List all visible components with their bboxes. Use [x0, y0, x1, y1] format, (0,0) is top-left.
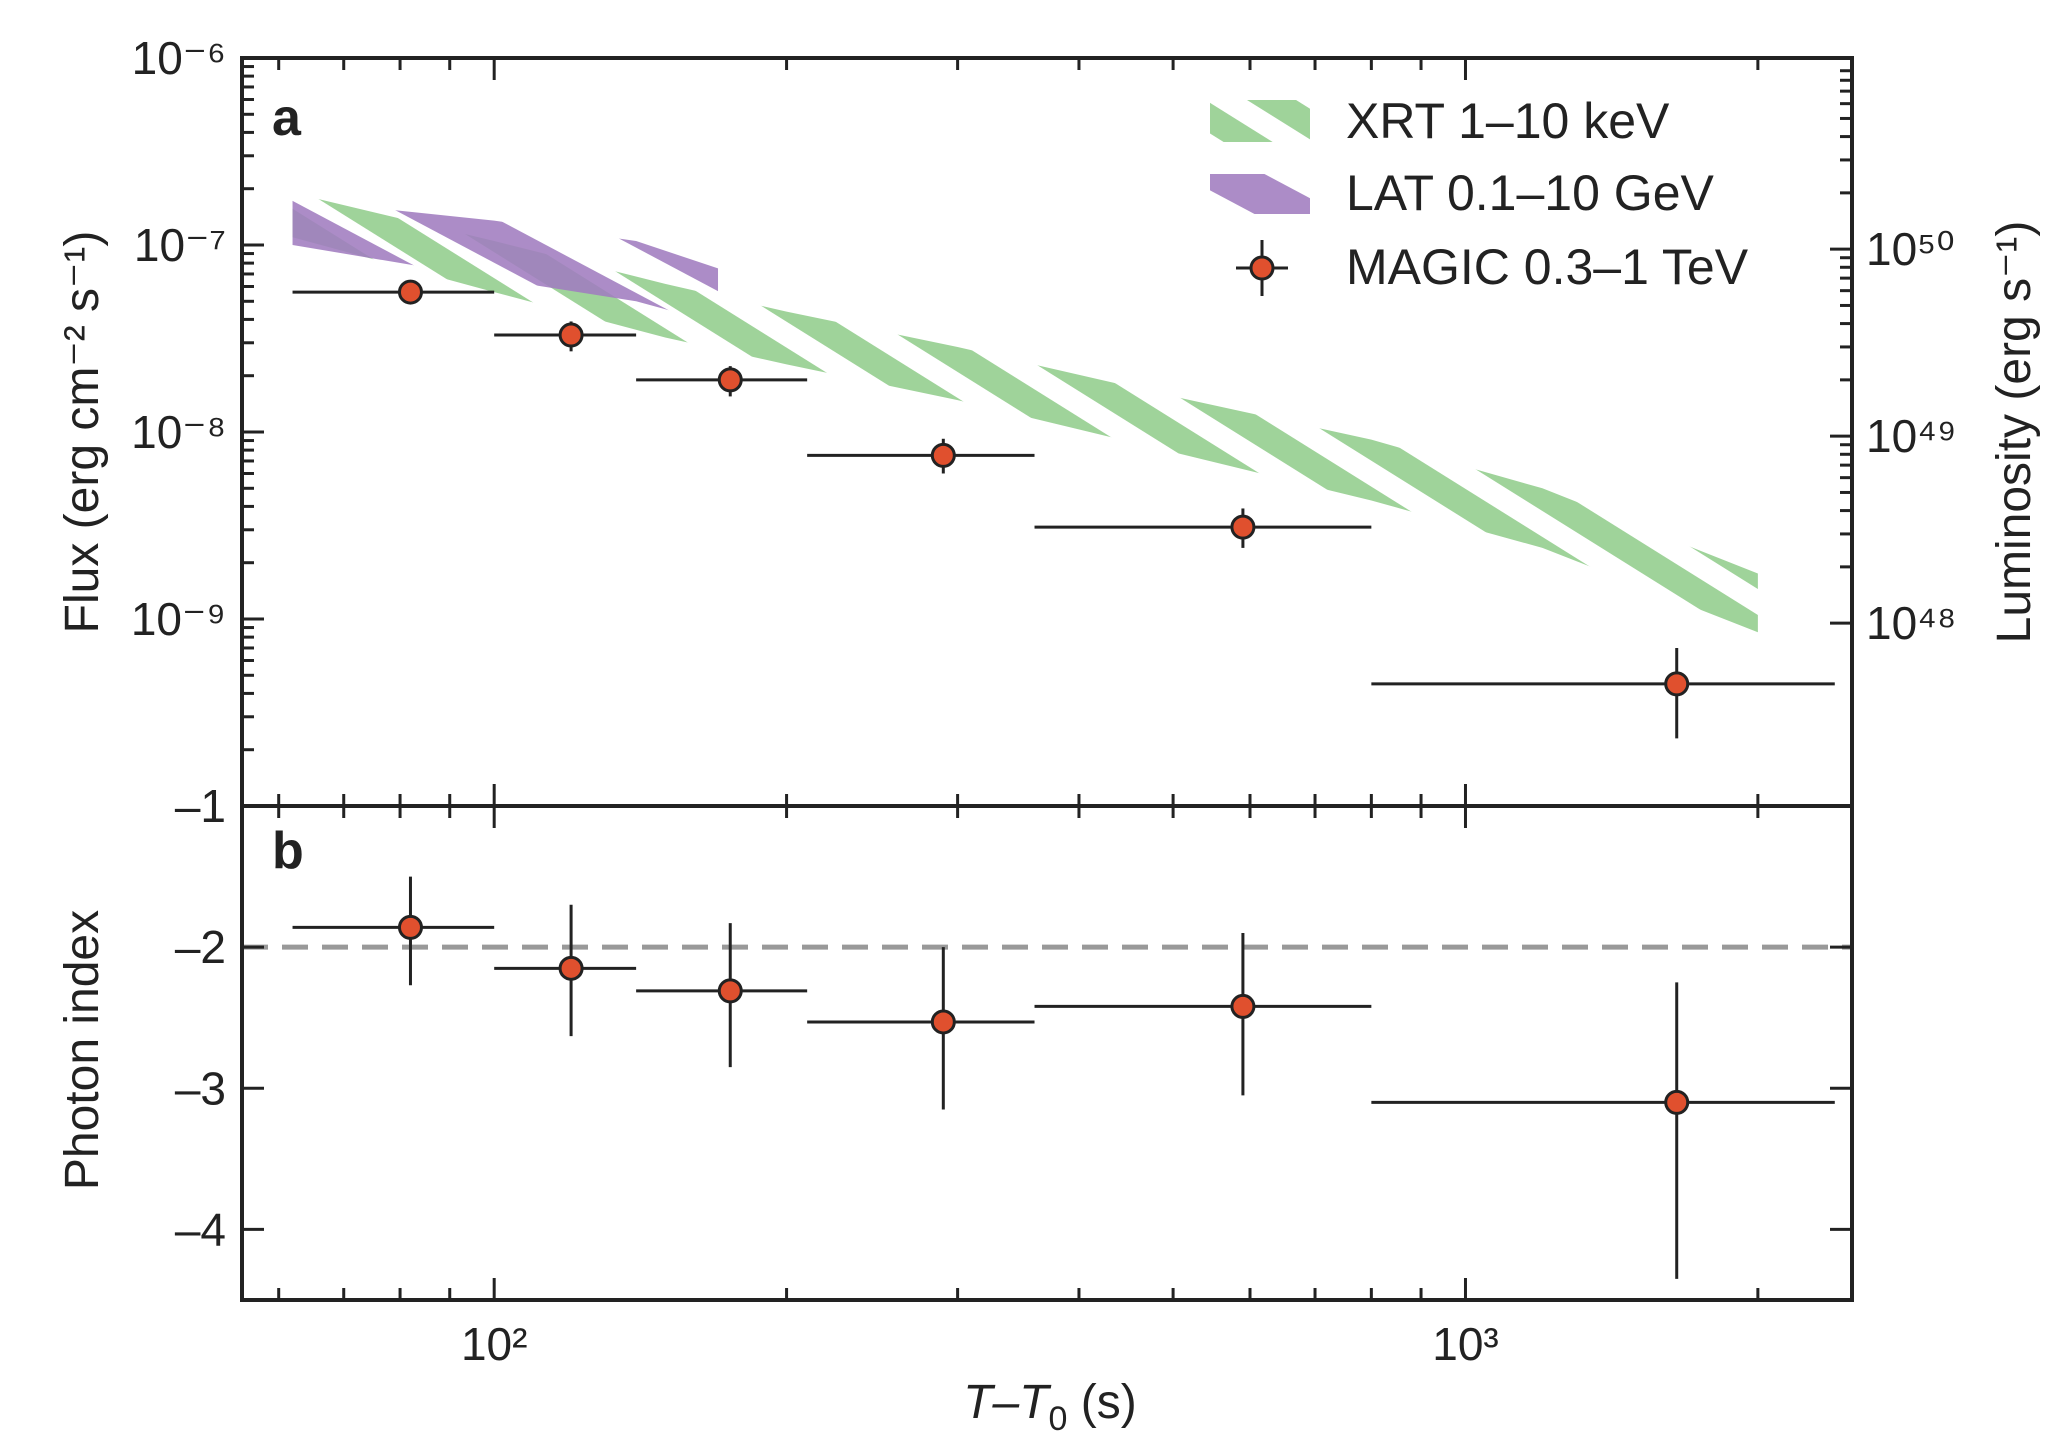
- magic-index-point-5: [1664, 1089, 1690, 1115]
- magic-flux-point-5: [1664, 671, 1690, 697]
- magic-flux-point-3: [930, 442, 956, 468]
- y-tick-label-b-2: –3: [175, 1062, 226, 1114]
- legend-swatch-lat: [1210, 174, 1310, 214]
- y-tick-label-b-3: –4: [175, 1203, 226, 1255]
- y-tick-label-a-1: 10⁻⁷: [134, 219, 226, 271]
- magic-index-point-2: [717, 978, 743, 1004]
- y-tick-label-b-1: –2: [175, 921, 226, 973]
- y-tick-label-right-1: 10⁴⁹: [1866, 410, 1957, 462]
- x-axis-title-unit: (s): [1067, 1376, 1136, 1429]
- legend-label-xrt: XRT 1–10 keV: [1346, 93, 1670, 149]
- panel-b-marks: [242, 876, 1852, 1279]
- magic-index-point-1: [558, 955, 584, 981]
- x-tick-label-1: 10³: [1432, 1318, 1498, 1370]
- magic-index-point-3: [930, 1009, 956, 1035]
- x-tick-label-0: 10²: [461, 1318, 527, 1370]
- panel-a-points: [292, 279, 1835, 739]
- legend-label-lat: LAT 0.1–10 GeV: [1346, 165, 1714, 221]
- magic-flux-point-1: [558, 322, 584, 348]
- y-tick-label-b-0: –1: [175, 780, 226, 832]
- axis-ticks: [242, 58, 1852, 1300]
- legend-label-magic: MAGIC 0.3–1 TeV: [1346, 239, 1749, 295]
- x-axis-title-main: T–T: [963, 1376, 1052, 1429]
- x-axis-title: T–T0 (s): [963, 1376, 1137, 1438]
- panel-b-label: b: [272, 822, 304, 880]
- magic-flux-point-0: [397, 279, 423, 305]
- band-lat: [292, 199, 719, 324]
- axis-tick-labels: 10² 10³ 10⁻⁶ 10⁻⁷ 10⁻⁸ 10⁻⁹ 10⁵⁰ 10⁴⁹ 10⁴⁸ –1 –2 –3…: [131, 32, 1957, 1370]
- y-tick-label-a-3: 10⁻⁹: [131, 593, 226, 645]
- magic-index-point-0: [397, 914, 423, 940]
- legend: XRT 1–10 keV LAT 0.1–10 GeV MAGIC 0.3–1 …: [1210, 93, 1749, 296]
- magic-flux-point-4: [1230, 514, 1256, 540]
- y-tick-label-a-2: 10⁻⁸: [131, 406, 226, 458]
- y-axis-title-photon-index: Photon index: [56, 910, 109, 1190]
- y-tick-label-right-2: 10⁴⁸: [1866, 597, 1956, 649]
- magic-index-point-4: [1230, 993, 1256, 1019]
- y-axis-title-flux: Flux (erg cm⁻² s⁻¹): [56, 231, 109, 634]
- y-tick-label-a-0: 10⁻⁶: [132, 32, 226, 84]
- panel-a-bands: [292, 192, 1758, 633]
- magic-flux-point-2: [717, 367, 743, 393]
- y-axis-title-luminosity: Luminosity (erg s⁻¹): [1988, 221, 2041, 644]
- y-tick-label-right-0: 10⁵⁰: [1866, 223, 1955, 275]
- legend-swatch-xrt: [1210, 100, 1310, 142]
- panel-a-label: a: [272, 89, 302, 147]
- x-axis-title-subscript: 0: [1049, 1400, 1068, 1438]
- legend-magic-marker: [1249, 255, 1275, 281]
- panel-b-frame: [240, 804, 1854, 1302]
